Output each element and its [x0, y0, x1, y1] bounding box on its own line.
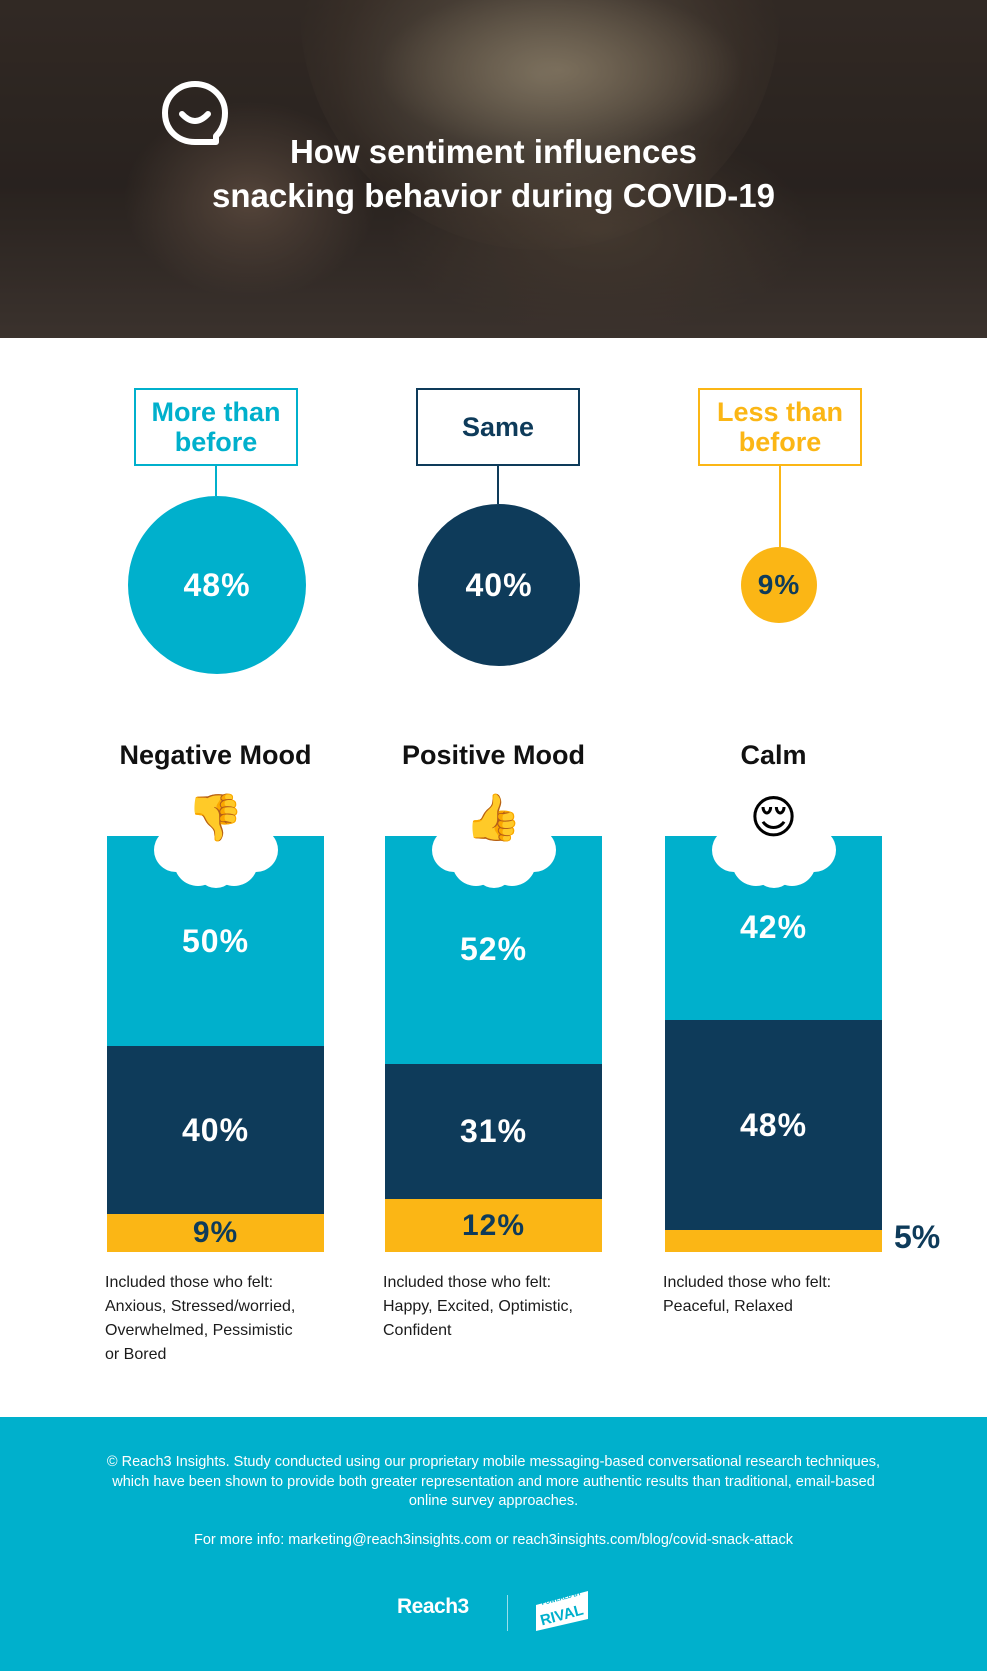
- segment-value-label: 5%: [894, 1219, 941, 1256]
- segment-value-label: 12%: [461, 1208, 526, 1242]
- segment-value-label: 9%: [192, 1216, 239, 1250]
- mood-title: Positive Mood: [401, 740, 585, 770]
- mood-description: Included those who felt: Anxious, Stresse…: [105, 1274, 296, 1363]
- chat-bubble-logo-icon: [162, 81, 228, 145]
- bar-segment-same: 31%: [385, 1063, 602, 1200]
- segment-value-label: 31%: [459, 1113, 528, 1150]
- cloud-shape: [711, 810, 836, 888]
- bubble-more-than-before: 48%: [128, 496, 306, 674]
- footer-legal-text: © Reach3 Insights. Study conducted using…: [106, 1454, 881, 1509]
- rival-logo: POWERED BY RIVAL: [536, 1591, 588, 1631]
- segment-value-label: 40%: [181, 1111, 250, 1148]
- bar-segment-same: 40%: [107, 1046, 324, 1215]
- thumbs-down-icon: 👎: [186, 791, 245, 843]
- footer-info-link[interactable]: For more info: marketing@reach3insights.…: [194, 1532, 793, 1548]
- label-less-than-before: Less than before: [698, 388, 862, 466]
- bar-segment-less-than-before: 12%: [385, 1199, 602, 1252]
- bar-segment-same: 48%: [665, 1019, 882, 1231]
- hero-banner: How sentiment influences snacking behavi…: [0, 0, 987, 338]
- footer: © Reach3 Insights. Study conducted using…: [0, 1417, 987, 1671]
- segment-value-label: 42%: [739, 909, 808, 946]
- cloud-shape: [431, 810, 556, 888]
- reach3-logo-text: Reach3: [397, 1595, 469, 1618]
- label-more-than-before: More than before: [134, 388, 298, 466]
- reach3-logo: Reach3: [397, 1595, 469, 1619]
- bubble-same: 40%: [418, 504, 580, 666]
- mood-description: Included those who felt: Peaceful, Relaxe…: [663, 1274, 832, 1315]
- bar-segment-less-than-before: [665, 1230, 882, 1252]
- bubble-less-than-before: 9%: [741, 547, 817, 623]
- segment-value-label: 48%: [739, 1106, 808, 1143]
- cloud-shape: [153, 810, 278, 888]
- segment-value-label: 52%: [459, 931, 528, 968]
- bar-segment-less-than-before: 9%: [107, 1214, 324, 1252]
- page-title: How sentiment influences snacking behavi…: [212, 133, 775, 214]
- segment-value-label: 50%: [181, 922, 250, 959]
- label-same: Same: [416, 388, 580, 466]
- thumbs-up-icon: 👍: [464, 791, 523, 843]
- mood-title: Negative Mood: [119, 740, 312, 770]
- relieved-face-icon: 😌: [749, 791, 798, 843]
- mood-description: Included those who felt: Happy, Excited, …: [383, 1274, 573, 1339]
- mood-title: Calm: [740, 740, 807, 770]
